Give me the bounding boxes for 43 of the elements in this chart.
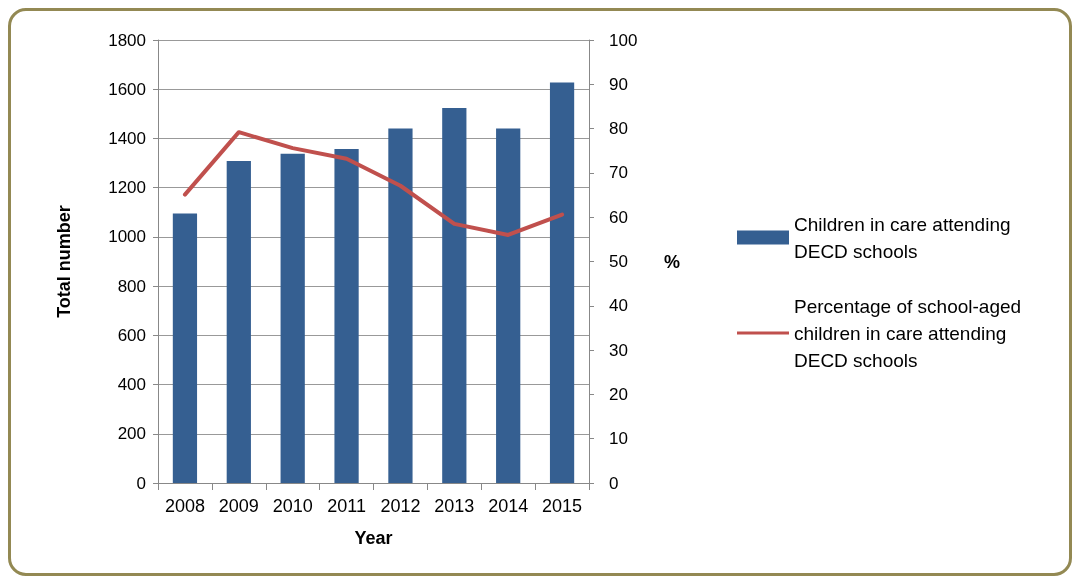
bar [226,161,251,483]
y-tick-label: 1200 [108,178,146,198]
y-axis-title: Total number [54,205,74,318]
bar [172,213,198,483]
y2-tick-label: 100 [609,30,638,50]
bar [442,107,467,483]
y2-tick-label: 0 [609,473,619,493]
y-tick-label: 200 [117,424,146,444]
x-axis-title: Year [354,528,393,548]
x-tick-label: 2009 [218,496,259,516]
y2-tick-label: 20 [609,384,628,404]
x-tick-label: 2011 [327,496,366,516]
y2-tick-label: 50 [609,252,628,271]
y-tick-label: 1000 [108,227,146,247]
bar [334,149,359,483]
y-tick-label: 1800 [108,30,146,50]
y2-axis-title: % [664,251,681,272]
y2-tick-label: 60 [609,207,628,227]
bar [280,153,305,483]
x-tick-label: 2014 [488,496,529,516]
y-tick-label: 1400 [108,128,146,148]
line-series [182,130,565,237]
x-tick-label: 2013 [434,496,475,516]
y2-tick-label: 80 [609,119,628,139]
y-tick-label: 400 [117,375,146,395]
bar [496,128,521,483]
y2-tick-label: 10 [609,429,628,449]
y2-tick-label: 40 [609,296,628,316]
y-tick-label: 600 [117,325,146,345]
y-tick-label: 1600 [108,79,146,99]
x-tick-label: 2015 [542,496,583,516]
bar [549,82,575,483]
y2-tick-label: 90 [609,74,628,94]
legend-label: Percentage of school-aged children in care attending DECD schools [794,295,1027,371]
legend-label: Children in care attending DECD schools [794,213,1016,262]
bar [388,128,413,483]
y2-tick-label: 30 [609,340,628,360]
y-tick-label: 800 [117,276,146,296]
x-tick-label: 2010 [272,496,313,516]
y-tick-label: 0 [136,473,146,493]
x-tick-label: 2008 [164,496,205,516]
y2-tick-label: 70 [609,163,628,183]
x-tick-label: 2012 [380,496,421,516]
